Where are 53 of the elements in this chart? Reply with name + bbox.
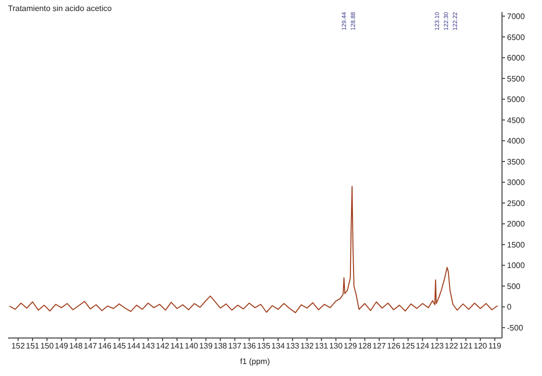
x-tick-label: 120 [474, 342, 488, 351]
x-tick-label: 126 [386, 342, 401, 351]
y-tick-label: 2000 [507, 220, 526, 229]
x-tick-label: 119 [488, 342, 502, 351]
x-tick-label: 135 [256, 342, 271, 351]
x-tick-label: 149 [54, 342, 69, 351]
y-tick-label: 7000 [507, 12, 526, 21]
y-tick-label: 0 [507, 302, 512, 312]
x-tick-label: 151 [26, 342, 40, 351]
x-tick-label: 129 [344, 342, 358, 351]
x-tick-label: 125 [401, 342, 416, 351]
y-tick-label: 4000 [507, 136, 526, 146]
y-tick-label: 1500 [507, 240, 526, 250]
x-tick-label: 127 [372, 342, 386, 351]
x-axis-title: f1 (ppm) [240, 357, 270, 366]
x-tick-label: 134 [271, 342, 286, 351]
y-tick-label: 5500 [507, 74, 526, 84]
y-tick-label: 3000 [507, 178, 526, 188]
x-tick-label: 152 [11, 342, 26, 351]
y-tick-label: 5000 [507, 95, 526, 104]
x-tick-label: 124 [416, 342, 430, 351]
y-tick-label: 1000 [507, 261, 526, 270]
x-tick-label: 136 [242, 342, 256, 351]
y-tick-label: 4500 [507, 116, 526, 125]
y-tick-label: 500 [507, 282, 521, 291]
y-tick-label: 2500 [507, 198, 526, 208]
x-tick-label: 133 [286, 342, 300, 351]
x-tick-label: 148 [69, 342, 84, 351]
x-tick-label: 145 [112, 342, 126, 351]
x-tick-label: 128 [358, 342, 372, 351]
x-tick-label: 141 [170, 342, 184, 351]
chart-title: Tratamiento sin acido acetico [8, 4, 112, 13]
x-tick-label: 121 [459, 342, 474, 351]
line-series [8, 186, 498, 314]
x-tick-label: 137 [228, 342, 242, 351]
y-tick-label: 6000 [507, 54, 526, 63]
x-tick-label: 146 [98, 342, 112, 351]
x-tick-label: 142 [156, 342, 170, 351]
y-tick-label: 3500 [507, 157, 526, 166]
y-tick-label: -500 [507, 323, 524, 332]
x-tick-label: 138 [214, 342, 228, 351]
x-tick-label: 130 [329, 342, 344, 351]
x-tick-label: 123 [430, 342, 444, 351]
x-tick-label: 147 [84, 342, 98, 351]
x-tick-label: 144 [126, 342, 141, 351]
x-tick-label: 122 [444, 342, 459, 351]
x-tick-label: 140 [184, 342, 199, 351]
x-tick-label: 132 [300, 342, 314, 351]
x-tick-label: 150 [40, 342, 54, 351]
x-tick-label: 143 [141, 342, 156, 351]
y-tick-label: 6500 [507, 32, 526, 42]
x-tick-label: 139 [199, 342, 214, 351]
x-tick-label: 131 [314, 342, 329, 351]
